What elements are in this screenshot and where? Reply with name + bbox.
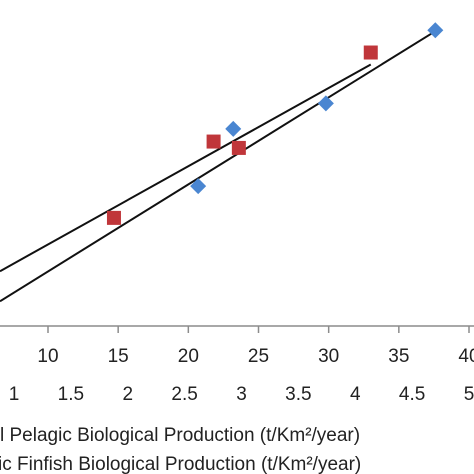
top-tick-label: 35: [388, 346, 409, 367]
square-point: [206, 134, 221, 149]
diamond-point: [190, 178, 207, 195]
bottom-tick-label: 1.5: [58, 384, 84, 405]
bottom-tick-label: 3.5: [285, 384, 311, 405]
bottom-tick-label: 4: [350, 384, 361, 405]
top-tick-label: 40: [458, 346, 474, 367]
square-point: [231, 140, 246, 155]
bottom-tick-label: 1: [9, 384, 20, 405]
top-tick-label: 15: [108, 346, 129, 367]
top-tick-label: 10: [37, 346, 58, 367]
x-axis-title-2: ic Finfish Biological Production (t/Km²/…: [0, 454, 361, 474]
bottom-tick-label: 3: [236, 384, 247, 405]
top-tick-label: 25: [248, 346, 269, 367]
bottom-axis-tick-labels: 1 1.5 2 2.5 3 3.5 4 4.5 5: [9, 384, 474, 405]
trendline-1: [0, 30, 436, 303]
axis-titles: l Pelagic Biological Production (t/Km²/y…: [0, 425, 361, 474]
bottom-tick-label: 2: [122, 384, 133, 405]
top-tick-label: 30: [318, 346, 339, 367]
square-point: [106, 210, 121, 225]
bottom-tick-label: 4.5: [399, 384, 425, 405]
diamond-point: [317, 95, 334, 112]
bottom-tick-label: 2.5: [171, 384, 197, 405]
diamond-point: [225, 120, 242, 137]
top-tick-label: 20: [178, 346, 199, 367]
trendline-2: [0, 63, 372, 273]
square-point: [363, 45, 378, 60]
top-axis-tick-labels: 10 15 20 25 30 35 40: [37, 346, 474, 367]
bottom-tick-label: 5: [464, 384, 474, 405]
x-axis-title-1: l Pelagic Biological Production (t/Km²/y…: [0, 425, 360, 446]
diamond-point: [427, 22, 444, 39]
plot-marks: [0, 22, 444, 303]
x-axis: [0, 325, 474, 333]
